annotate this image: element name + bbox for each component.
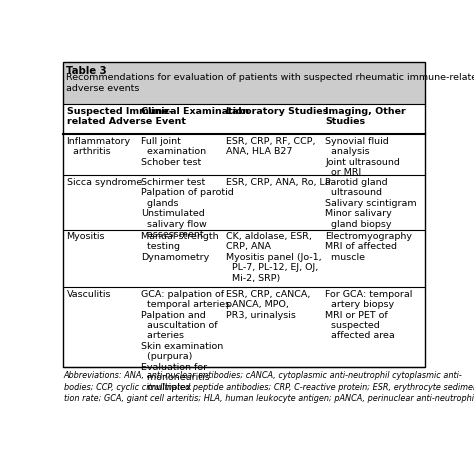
Bar <box>63 63 425 367</box>
Text: Inflammatory
  arthritis: Inflammatory arthritis <box>66 137 131 156</box>
Bar <box>63 175 425 229</box>
Text: Vasculitis: Vasculitis <box>66 290 111 299</box>
Bar <box>63 287 425 367</box>
Text: Table 3: Table 3 <box>66 66 107 76</box>
Bar <box>63 63 425 104</box>
Text: Schirmer test
Palpation of parotid
  glands
Unstimulated
  salivary flow
  asses: Schirmer test Palpation of parotid gland… <box>141 178 234 239</box>
Text: ESR, CRP, RF, CCP,
ANA, HLA B27: ESR, CRP, RF, CCP, ANA, HLA B27 <box>226 137 315 156</box>
Text: Recommendations for evaluation of patients with suspected rheumatic immune-relat: Recommendations for evaluation of patien… <box>66 73 474 93</box>
Text: Abbreviations: ANA, anti-nuclear antibodies; cANCA, cytoplasmic anti-neutrophil : Abbreviations: ANA, anti-nuclear antibod… <box>64 371 474 403</box>
Text: For GCA: temporal
  artery biopsy
MRI or PET of
  suspected
  affected area: For GCA: temporal artery biopsy MRI or P… <box>325 290 413 340</box>
Text: CK, aldolase, ESR,
CRP, ANA
Myositis panel (Jo-1,
  PL-7, PL-12, EJ, OJ,
  Mi-2,: CK, aldolase, ESR, CRP, ANA Myositis pan… <box>226 232 321 283</box>
Text: Electromyography
MRI of affected
  muscle: Electromyography MRI of affected muscle <box>325 232 412 262</box>
Text: Manual strength
  testing
Dynamometry: Manual strength testing Dynamometry <box>141 232 219 262</box>
Text: ESR, CRP, ANA, Ro, La: ESR, CRP, ANA, Ro, La <box>226 178 330 187</box>
Text: Imaging, Other
Studies: Imaging, Other Studies <box>325 107 406 126</box>
Text: Parotid gland
  ultrasound
Salivary scintigram
Minor salivary
  gland biopsy: Parotid gland ultrasound Salivary scinti… <box>325 178 417 228</box>
Text: Full joint
  examination
Schober test: Full joint examination Schober test <box>141 137 206 166</box>
Bar <box>63 134 425 175</box>
Text: Synovial fluid
  analysis
Joint ultrasound
  or MRI: Synovial fluid analysis Joint ultrasound… <box>325 137 400 177</box>
Text: Sicca syndrome: Sicca syndrome <box>66 178 142 187</box>
Text: Myositis: Myositis <box>66 232 105 241</box>
Text: GCA: palpation of
  temporal arteries
Palpation and
  auscultation of
  arteries: GCA: palpation of temporal arteries Palp… <box>141 290 230 392</box>
Text: ESR, CRP, cANCA,
pANCA, MPO,
PR3, urinalysis: ESR, CRP, cANCA, pANCA, MPO, PR3, urinal… <box>226 290 310 319</box>
Text: Laboratory Studies: Laboratory Studies <box>226 107 328 116</box>
Bar <box>63 229 425 287</box>
Text: Clinical Examination: Clinical Examination <box>141 107 249 116</box>
Bar <box>63 104 425 134</box>
Text: Suspected Immune-
related Adverse Event: Suspected Immune- related Adverse Event <box>66 107 186 126</box>
